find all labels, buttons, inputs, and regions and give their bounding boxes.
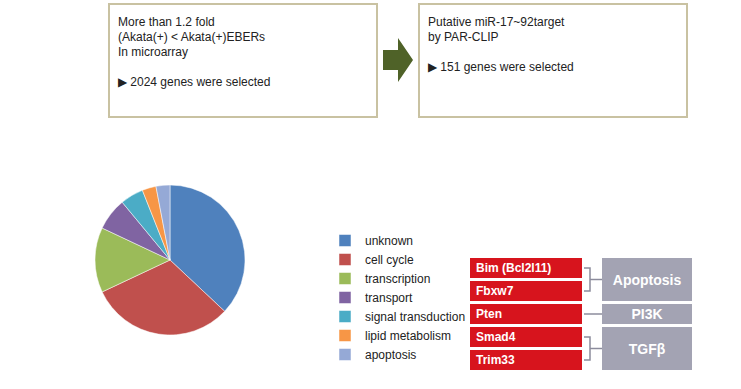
html-text:(Akata(+) < Akata(+)EBERs: (Akata(+) < Akata(+)EBERs (118, 30, 266, 44)
svg-text:apoptosis: apoptosis (365, 348, 416, 362)
html-text:TGFβ: TGFβ (628, 340, 666, 357)
html-text:In microarray: In microarray (118, 45, 188, 59)
html-text:▶ 2024 genes were selected: ▶ 2024 genes were selected (118, 75, 271, 89)
svg-text:cell cycle: cell cycle (365, 253, 414, 267)
html-text:More than 1.2 fold: More than 1.2 fold (118, 15, 215, 29)
html-text:Smad4: Smad4 (476, 330, 516, 344)
html-text:Trim33: Trim33 (476, 353, 515, 367)
html-text:Putative miR-17~92target: Putative miR-17~92target (428, 15, 565, 29)
html-text:Fbxw7: Fbxw7 (476, 284, 514, 298)
svg-text:lipid metabolism: lipid metabolism (365, 329, 451, 343)
svg-text:transcription: transcription (365, 272, 430, 286)
html-text:PI3K: PI3K (631, 306, 663, 322)
html-text:▶ 151 genes were selected: ▶ 151 genes were selected (428, 60, 574, 74)
html-text:Pten: Pten (476, 307, 502, 321)
svg-text:signal transduction: signal transduction (365, 310, 465, 324)
svg-text:unknown: unknown (365, 234, 413, 248)
html-text:Bim (Bcl2l11): Bim (Bcl2l11) (476, 261, 552, 275)
html-text:Apoptosis: Apoptosis (612, 271, 682, 288)
svg-text:transport: transport (365, 291, 413, 305)
html-text:by PAR-CLIP: by PAR-CLIP (428, 30, 499, 44)
